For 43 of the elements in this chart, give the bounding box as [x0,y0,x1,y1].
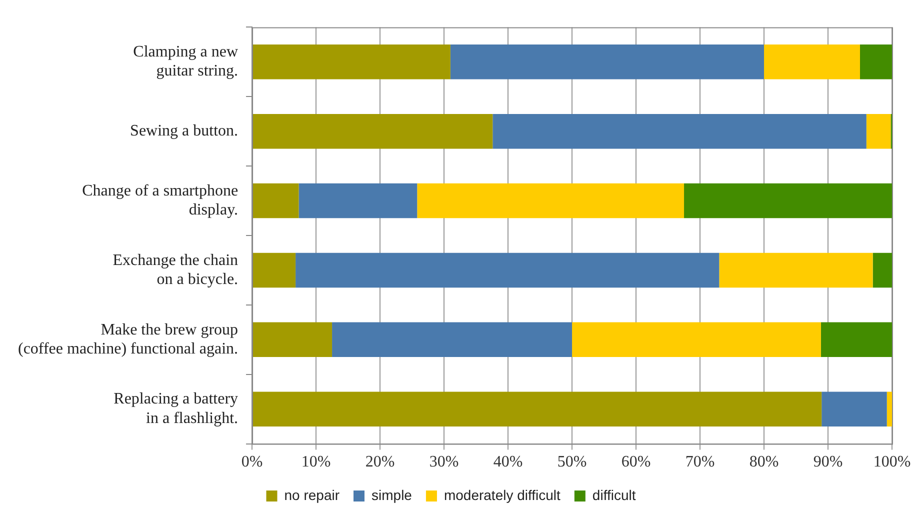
bar [296,252,720,288]
bar [684,183,892,218]
x-tick-label: 90% [813,454,843,471]
bar [450,44,764,80]
x-tick-label: 40% [493,454,523,471]
bar [764,44,860,80]
bar [719,252,873,288]
bar [820,322,892,358]
bar [860,44,892,80]
y-tick-label: Exchange the chain on a bicycle. [112,252,238,288]
y-tick-label: Replacing a battery in a flashlight. [114,390,238,427]
bar [332,322,572,358]
y-tick-label: Sewing a button. [130,122,238,140]
x-tick-label: 100% [873,454,911,471]
bar [252,183,299,218]
bar [492,114,866,149]
legend-label: moderately difficult [444,486,561,503]
bar [417,183,684,218]
legend-label: difficult [592,486,636,503]
bar [252,322,332,358]
bar [886,392,892,426]
y-tick-label: Clamping a new guitar string. [133,44,238,80]
x-tick-label: 10% [301,454,331,471]
y-tick-label: Make the brew group (coffee machine) functional again. [18,321,238,358]
bar [872,252,892,288]
x-tick-label: 20% [365,454,395,471]
y-tick-label: Change of a smartphone display. [82,182,238,219]
x-tick-label: 50% [557,454,587,471]
legend-label: simple [372,486,412,503]
bar [866,114,891,149]
x-tick-label: 60% [621,454,651,471]
x-tick-label: 80% [749,454,779,471]
bar [572,322,821,358]
x-tick-label: 0% [241,454,263,471]
x-tick-label: 30% [429,454,459,471]
bar [252,114,493,149]
x-tick-label: 70% [685,454,715,471]
bar [822,392,887,426]
legend-label: no repair [284,486,340,503]
bar [252,392,822,426]
bar [298,183,418,218]
bar [252,44,450,80]
bar [252,252,296,288]
